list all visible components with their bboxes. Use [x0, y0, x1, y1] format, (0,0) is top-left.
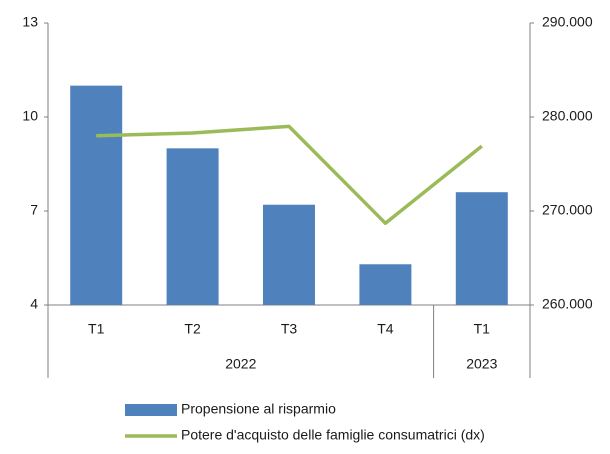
bar — [455, 192, 508, 305]
x-group-label: 2022 — [225, 356, 256, 372]
y-tick-label: 10 — [22, 108, 38, 124]
bar — [70, 85, 123, 306]
legend-label: Propensione al risparmio — [181, 401, 336, 417]
y-tick-label: 4 — [30, 296, 38, 312]
y2-tick-label: 260.000 — [542, 296, 593, 312]
x-group-label: 2023 — [466, 356, 497, 372]
legend-swatch — [125, 404, 177, 416]
legend-label: Potere d'acquisto delle famiglie consuma… — [181, 427, 485, 443]
x-tick-label: T1 — [88, 321, 105, 337]
bar — [166, 148, 219, 305]
y-tick-label: 7 — [30, 202, 38, 218]
x-tick-label: T1 — [474, 321, 491, 337]
y-tick-label: 13 — [22, 14, 38, 30]
x-tick-label: T4 — [377, 321, 394, 337]
y2-tick-label: 290.000 — [542, 14, 593, 30]
bar — [359, 264, 412, 305]
y2-tick-label: 270.000 — [542, 202, 593, 218]
bar — [263, 204, 315, 305]
y2-tick-label: 280.000 — [542, 108, 593, 124]
line — [96, 124, 483, 225]
x-tick-label: T2 — [184, 321, 201, 337]
x-tick-label: T3 — [281, 321, 298, 337]
